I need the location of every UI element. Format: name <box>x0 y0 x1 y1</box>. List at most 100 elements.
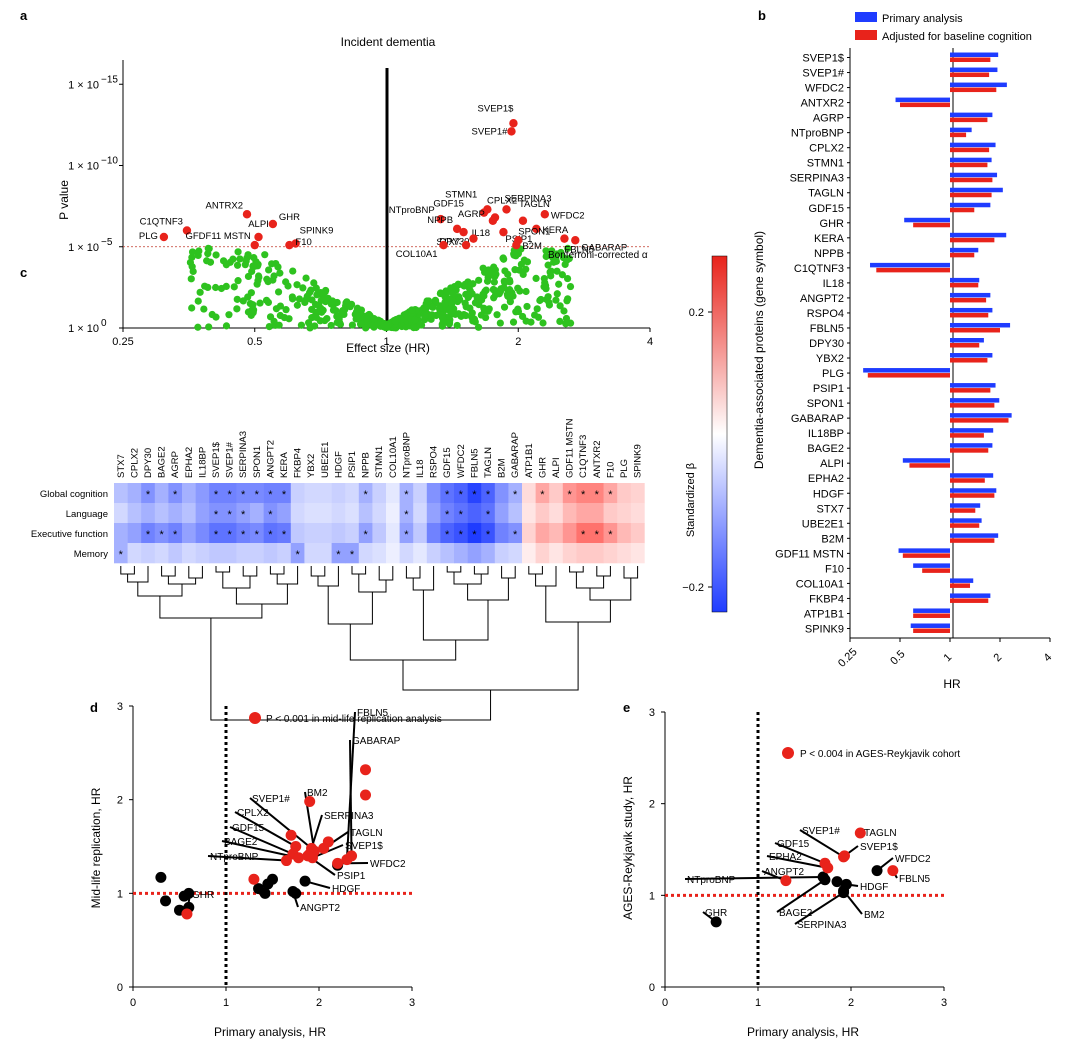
a-sig-point <box>518 216 528 225</box>
b-bar-primary <box>950 127 972 133</box>
e-black-point <box>710 916 722 928</box>
a-green-point <box>496 287 505 296</box>
b-bar-adjusted <box>950 282 979 288</box>
a-green-point <box>562 314 571 323</box>
c-heatmap-cell <box>250 543 264 564</box>
a-green-point <box>230 283 238 291</box>
b-bar-adjusted <box>950 418 1009 423</box>
d-point-label: CPLX2 <box>237 808 269 819</box>
c-heatmap-cell <box>222 503 237 524</box>
b-category-label: BAGE2 <box>807 443 844 455</box>
b-xtick-label: 0.25 <box>836 646 860 670</box>
a-point-label: KERA <box>542 225 569 236</box>
a-green-point <box>363 315 371 323</box>
c-heatmap-cell <box>154 503 169 524</box>
d-point-label: BM2 <box>307 788 328 799</box>
c-significance-star: * <box>608 489 613 501</box>
c-column-label: PSIP1 <box>347 451 358 478</box>
c-heatmap-cell <box>413 483 428 504</box>
b-category-label: FBLN5 <box>810 323 844 335</box>
a-green-point <box>553 290 561 298</box>
b-bar-primary <box>950 67 998 73</box>
a-green-point <box>397 315 406 324</box>
c-heatmap-cell <box>290 503 305 524</box>
a-xtick-label: 1 <box>383 336 389 348</box>
c-column-label: YBX2 <box>306 454 317 478</box>
c-heatmap-cell <box>440 523 455 544</box>
a-green-point <box>282 306 290 314</box>
d-ytick-label: 2 <box>117 795 123 807</box>
d-ytick-label: 3 <box>117 701 123 713</box>
a-green-point <box>556 302 564 310</box>
c-column-label: SPINK9 <box>633 444 644 478</box>
c-heatmap-cell <box>277 483 292 504</box>
c-heatmap-cell <box>263 503 278 524</box>
a-sig-point <box>159 232 169 242</box>
c-heatmap-cell <box>467 503 482 524</box>
b-bar-primary <box>950 338 984 343</box>
c-significance-star: * <box>241 509 246 521</box>
e-point-label: SVEP1# <box>802 826 840 837</box>
c-heatmap-cell <box>195 543 210 564</box>
a-green-point <box>382 322 390 330</box>
c-column-label: IL18 <box>415 460 426 479</box>
c-heatmap-cell <box>590 543 604 564</box>
a-green-point <box>455 281 463 289</box>
c-heatmap-cell <box>386 543 400 564</box>
c-heatmap-cell <box>236 523 251 544</box>
a-point-label: NTproBNP <box>389 205 435 216</box>
b-category-label: NTproBNP <box>791 128 844 140</box>
a-green-point <box>188 263 196 271</box>
b-bar-primary <box>950 518 982 523</box>
c-heatmap-cell <box>182 503 196 524</box>
c-heatmap-cell <box>250 523 264 544</box>
a-sig-point <box>436 214 445 224</box>
c-heatmap-cell <box>114 483 128 504</box>
c-column-label: ALPI <box>551 457 562 478</box>
a-green-point <box>204 283 212 291</box>
d-point-label: SERPINA3 <box>324 811 374 822</box>
c-column-label: STMN1 <box>374 446 385 478</box>
b-category-label: RSPO4 <box>807 308 844 320</box>
c-heatmap-cell <box>426 503 441 524</box>
c-heatmap-cell <box>304 503 319 524</box>
b-category-label: SERPINA3 <box>790 173 844 185</box>
e-red-point <box>887 865 899 877</box>
a-sig-point <box>509 119 518 128</box>
c-significance-star: * <box>214 529 219 541</box>
a-green-point <box>523 258 532 266</box>
b-bar-primary <box>950 277 980 283</box>
a-sig-point <box>439 240 448 250</box>
a-green-point <box>555 280 563 288</box>
a-green-point <box>541 279 549 287</box>
c-column-label: UBE2E1 <box>320 442 331 478</box>
a-point-label: IL18 <box>472 228 491 239</box>
panel-b-xlabel: HR <box>943 677 961 691</box>
c-heatmap-cell <box>413 523 428 544</box>
c-heatmap-cell <box>481 523 496 544</box>
c-significance-star: * <box>513 529 518 541</box>
a-point-label: FBLN5 <box>564 245 594 256</box>
b-category-label: HDGF <box>813 488 844 500</box>
a-sig-point <box>182 226 192 235</box>
d-point-label: TAGLN <box>350 828 383 839</box>
c-column-label: CPLX2 <box>129 448 140 478</box>
e-ytick-label: 2 <box>649 799 655 811</box>
a-ytick-label: 1 × 10 <box>68 323 99 335</box>
e-xtick-label: 1 <box>755 997 761 1009</box>
c-column-label: GABARAP <box>510 432 521 478</box>
b-bar-primary <box>950 503 981 508</box>
a-point-label: NPPB <box>427 215 453 226</box>
c-heatmap-cell <box>263 543 278 564</box>
b-bar-adjusted <box>950 478 985 483</box>
d-red-point <box>248 873 260 885</box>
a-green-point <box>462 311 470 320</box>
c-significance-star: * <box>159 529 164 541</box>
a-green-point <box>564 244 572 252</box>
c-column-label: GHR <box>537 457 548 478</box>
b-category-label: GDF11 MSTN <box>775 548 844 560</box>
a-green-point <box>323 314 331 323</box>
c-row-label: Global cognition <box>40 489 108 500</box>
a-green-point <box>285 315 293 323</box>
